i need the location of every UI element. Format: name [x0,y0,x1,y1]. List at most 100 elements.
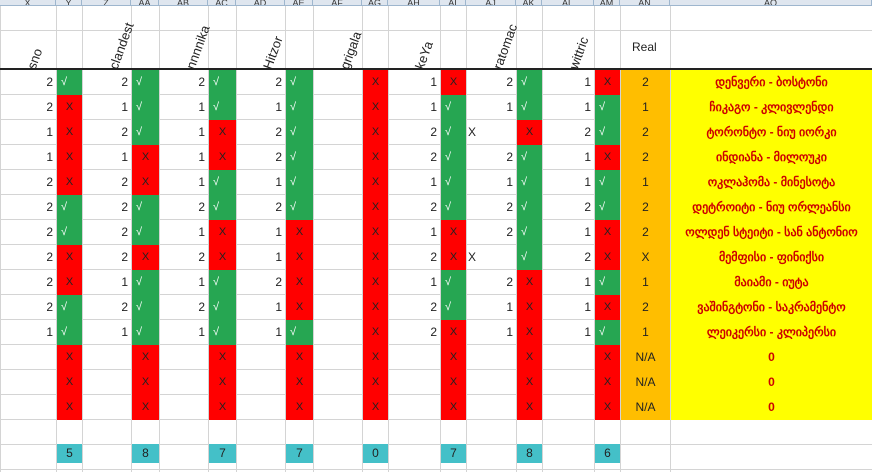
game-matchup[interactable]: ინდიანა - მილოუკი [671,145,872,170]
pick-value[interactable]: 2 [198,75,205,89]
column-header[interactable]: AE [285,0,313,6]
column-header[interactable]: AN [620,0,670,6]
pick-value[interactable]: 1 [46,150,53,164]
pick-value[interactable]: 1 [584,325,591,339]
real-result[interactable]: 2 [621,120,670,145]
wrong-mark[interactable]: X [132,170,159,195]
pick-value[interactable]: 1 [506,175,513,189]
wrong-mark[interactable]: X [363,220,388,245]
pick-value[interactable]: 1 [121,100,128,114]
pick-value[interactable]: 2 [430,325,437,339]
column-header[interactable]: AJ [466,0,516,6]
correct-mark[interactable]: √ [286,120,313,145]
game-matchup[interactable]: ჩიკაგო - კლივლენდი [671,95,872,120]
correct-mark[interactable]: √ [132,95,159,120]
real-header[interactable]: Real [632,40,657,54]
correct-mark[interactable]: √ [132,270,159,295]
wrong-mark[interactable]: X [517,270,542,295]
pick-value[interactable]: 2 [506,150,513,164]
total-score[interactable]: 5 [57,444,82,463]
wrong-mark[interactable]: X [132,370,159,395]
wrong-mark[interactable]: X [363,270,388,295]
real-result[interactable]: N/A [621,370,670,395]
wrong-mark[interactable]: X [286,370,313,395]
pick-value[interactable]: X [468,125,477,139]
correct-mark[interactable]: √ [57,195,82,220]
pick-value[interactable]: 1 [430,175,437,189]
total-score[interactable]: 8 [132,444,159,463]
wrong-mark[interactable]: X [209,120,236,145]
game-matchup[interactable]: 0 [671,345,872,370]
total-score[interactable]: 7 [209,444,236,463]
correct-mark[interactable]: √ [441,170,466,195]
total-score[interactable]: 7 [441,444,466,463]
wrong-mark[interactable]: X [595,145,620,170]
pick-value[interactable]: 1 [198,100,205,114]
wrong-mark[interactable]: X [57,245,82,270]
correct-mark[interactable]: √ [517,145,542,170]
wrong-mark[interactable]: X [57,270,82,295]
pick-value[interactable]: 2 [506,225,513,239]
pick-value[interactable]: 2 [198,200,205,214]
column-header[interactable]: Z [82,0,131,6]
player-header-1[interactable]: clandest [106,20,137,72]
pick-value[interactable]: 2 [46,225,53,239]
pick-value[interactable]: 1 [584,75,591,89]
player-header-5[interactable]: keYa [412,39,436,72]
correct-mark[interactable]: √ [517,245,542,270]
wrong-mark[interactable]: X [363,195,388,220]
wrong-mark[interactable]: X [363,70,388,95]
pick-value[interactable]: 1 [198,175,205,189]
pick-value[interactable]: 2 [430,300,437,314]
correct-mark[interactable]: √ [57,295,82,320]
correct-mark[interactable]: √ [441,295,466,320]
correct-mark[interactable]: √ [517,70,542,95]
wrong-mark[interactable]: X [57,145,82,170]
game-matchup[interactable]: დეტროიტი - ნიუ ორლეანსი [671,195,872,220]
wrong-mark[interactable]: X [57,120,82,145]
wrong-mark[interactable]: X [132,245,159,270]
correct-mark[interactable]: √ [441,95,466,120]
pick-value[interactable]: 2 [506,75,513,89]
wrong-mark[interactable]: X [517,395,542,420]
column-header[interactable]: AI [440,0,466,6]
pick-value[interactable]: X [468,250,477,264]
total-score[interactable]: 8 [517,444,542,463]
pick-value[interactable]: 2 [46,200,53,214]
wrong-mark[interactable]: X [363,345,388,370]
game-matchup[interactable]: ლეიკერსი - კლიპერსი [671,320,872,345]
pick-value[interactable]: 2 [198,300,205,314]
wrong-mark[interactable]: X [209,395,236,420]
correct-mark[interactable]: √ [286,95,313,120]
wrong-mark[interactable]: X [209,245,236,270]
column-header[interactable]: AC [208,0,236,6]
wrong-mark[interactable]: X [441,320,466,345]
wrong-mark[interactable]: X [132,145,159,170]
real-result[interactable]: 1 [621,320,670,345]
wrong-mark[interactable]: X [363,320,388,345]
wrong-mark[interactable]: X [363,295,388,320]
correct-mark[interactable]: √ [441,145,466,170]
pick-value[interactable]: 1 [275,175,282,189]
game-matchup[interactable]: ოლდენ სტეიტი - სან ანტონიო [671,220,872,245]
player-header-4[interactable]: grigala [337,29,365,72]
pick-value[interactable]: 1 [275,250,282,264]
wrong-mark[interactable]: X [363,395,388,420]
correct-mark[interactable]: √ [286,170,313,195]
wrong-mark[interactable]: X [363,245,388,270]
column-header[interactable]: AH [388,0,440,6]
pick-value[interactable]: 1 [430,225,437,239]
column-header[interactable]: AB [159,0,208,6]
correct-mark[interactable]: √ [441,195,466,220]
wrong-mark[interactable]: X [595,295,620,320]
pick-value[interactable]: 2 [430,200,437,214]
real-result[interactable]: 2 [621,145,670,170]
correct-mark[interactable]: √ [209,95,236,120]
column-header[interactable]: AO [670,0,872,6]
pick-value[interactable]: 1 [430,75,437,89]
pick-value[interactable]: 2 [584,200,591,214]
wrong-mark[interactable]: X [595,370,620,395]
pick-value[interactable]: 1 [506,100,513,114]
pick-value[interactable]: 2 [275,200,282,214]
pick-value[interactable]: 2 [275,125,282,139]
